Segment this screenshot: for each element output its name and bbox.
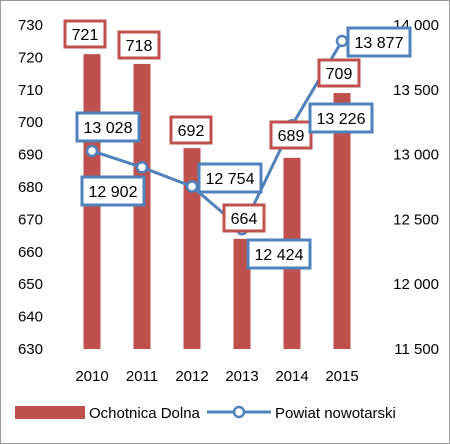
bar-data-label: 709: [326, 66, 353, 83]
line-data-label: 13 877: [355, 35, 404, 52]
right-tick-label: 12 000: [393, 276, 439, 293]
bar-2012: [183, 148, 201, 349]
legend-swatch-bar: [15, 406, 85, 419]
line-data-label: 13 028: [84, 120, 133, 137]
right-tick-label: 13 500: [393, 82, 439, 99]
line-data-label: 12 754: [206, 171, 255, 188]
left-tick-label: 720: [18, 49, 43, 66]
left-tick-label: 630: [18, 341, 43, 358]
x-tick-label: 2011: [126, 368, 158, 385]
bar-data-label: 692: [178, 123, 205, 140]
line-data-label-box: [346, 26, 412, 58]
series-line-powiat: [91, 40, 344, 231]
right-tick-label: 12 500: [393, 211, 439, 228]
x-axis: 2010 2011 2012 2013 2014 2015: [75, 368, 358, 385]
line-data-label-box: [80, 175, 146, 207]
bar-data-label-box: [222, 203, 266, 233]
line-data-label-box: [308, 102, 374, 134]
bar-data-label-box: [63, 19, 107, 49]
bar-data-label: 664: [231, 211, 258, 228]
bar-2015: [333, 93, 351, 349]
line-point-2010: [85, 144, 99, 158]
line-data-label-box: [197, 162, 263, 194]
bar-data-label-box: [169, 115, 213, 145]
right-tick-label: 13 000: [393, 147, 439, 164]
x-tick-label: 2014: [275, 368, 308, 385]
bar-2013: [233, 238, 251, 349]
left-tick-label: 650: [18, 276, 43, 293]
left-tick-label: 670: [18, 211, 43, 228]
bar-data-label-box: [269, 120, 313, 150]
legend-label-ochotnica: Ochotnica Dolna: [89, 405, 201, 422]
bar-data-label-box: [117, 30, 161, 60]
left-tick-label: 640: [18, 309, 43, 326]
left-tick-label: 660: [18, 244, 43, 261]
x-tick-label: 2010: [75, 368, 108, 385]
line-data-label-box: [246, 238, 312, 270]
line-point-2012: [185, 180, 199, 193]
left-tick-label: 700: [18, 114, 43, 131]
x-tick-label: 2015: [325, 368, 358, 385]
left-tick-label: 690: [18, 147, 43, 164]
data-labels-group: 721 718 692 664 689 709 13 028 12 902 12 754 12 4…: [63, 19, 412, 270]
left-tick-label: 730: [18, 17, 43, 34]
x-tick-label: 2012: [175, 368, 208, 385]
x-tick-label: 2013: [225, 368, 258, 385]
left-tick-label: 710: [18, 82, 43, 99]
line-point-2011: [135, 161, 149, 174]
legend-label-powiat: Powiat nowotarski: [275, 405, 396, 422]
left-y-axis: 630 640 650 660 670 680 690 700 710 720 730: [18, 17, 43, 358]
bar-data-label: 689: [278, 128, 305, 145]
line-data-label: 12 424: [255, 247, 304, 264]
line-data-label: 13 226: [317, 111, 366, 128]
bar-data-label: 718: [126, 38, 153, 55]
line-data-label: 12 902: [89, 184, 138, 201]
line-point-2015: [335, 34, 349, 48]
legend: Ochotnica Dolna Powiat nowotarski: [15, 405, 396, 422]
left-tick-label: 680: [18, 179, 43, 196]
line-data-label-box: [75, 111, 141, 143]
right-tick-label: 11 500: [394, 341, 439, 358]
legend-swatch-marker: [232, 405, 246, 419]
bar-data-label: 721: [72, 27, 99, 44]
bar-data-label-box: [317, 58, 361, 88]
